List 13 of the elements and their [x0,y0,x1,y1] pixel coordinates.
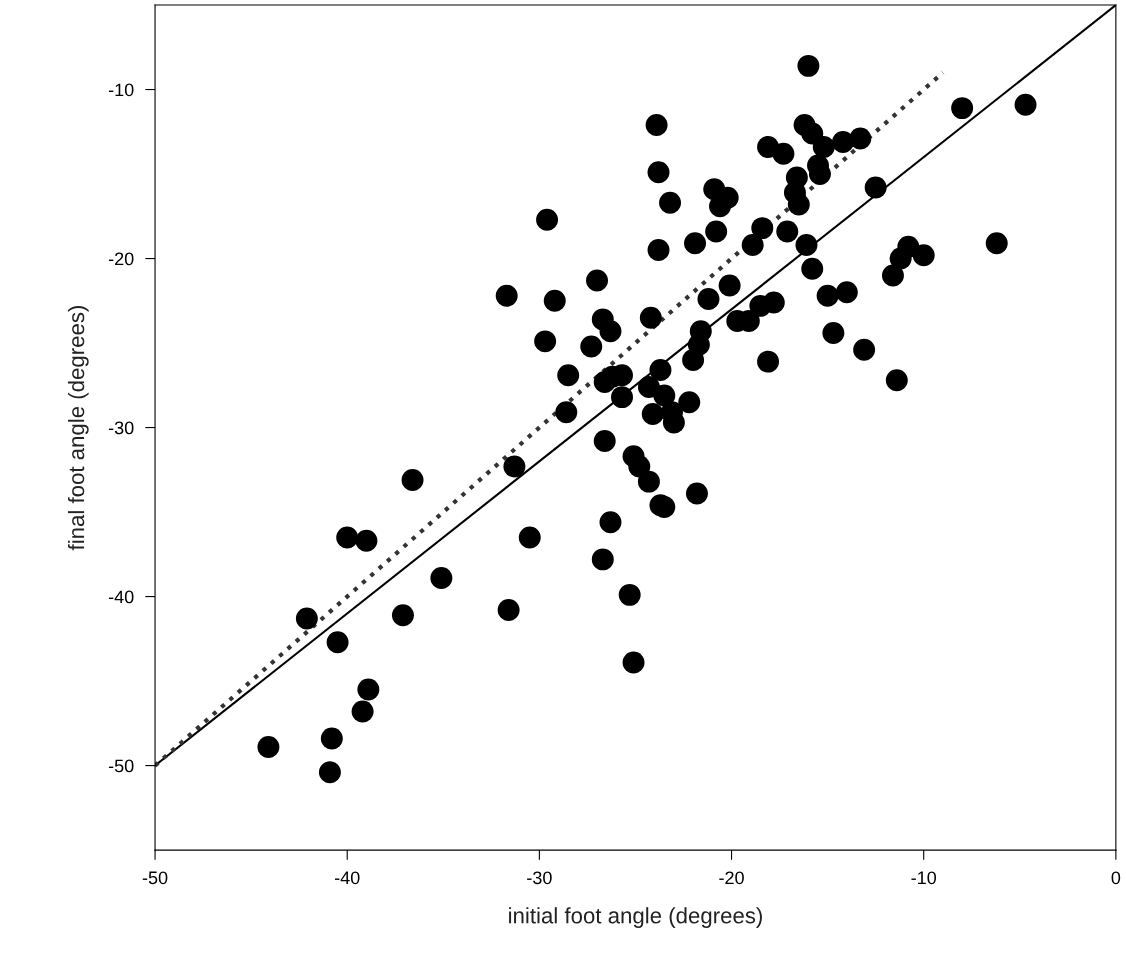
x-tick-label: -10 [911,871,937,885]
y-tick-label: -40 [108,590,134,604]
x-tick-label: -20 [719,871,744,885]
y-tick-label: -30 [108,421,134,435]
x-tick-label: -30 [527,871,552,885]
x-tick-label: -40 [334,871,360,885]
x-tick-label: -50 [142,871,168,885]
y-tick-label: -50 [108,759,134,773]
y-tick-label: -20 [108,252,134,266]
x-axis-title: initial foot angle (degrees) [509,907,762,928]
y-tick-label: -10 [108,83,134,97]
y-axis-title: final foot angle (degrees) [67,306,89,551]
x-tick-label: 0 [1111,871,1121,885]
